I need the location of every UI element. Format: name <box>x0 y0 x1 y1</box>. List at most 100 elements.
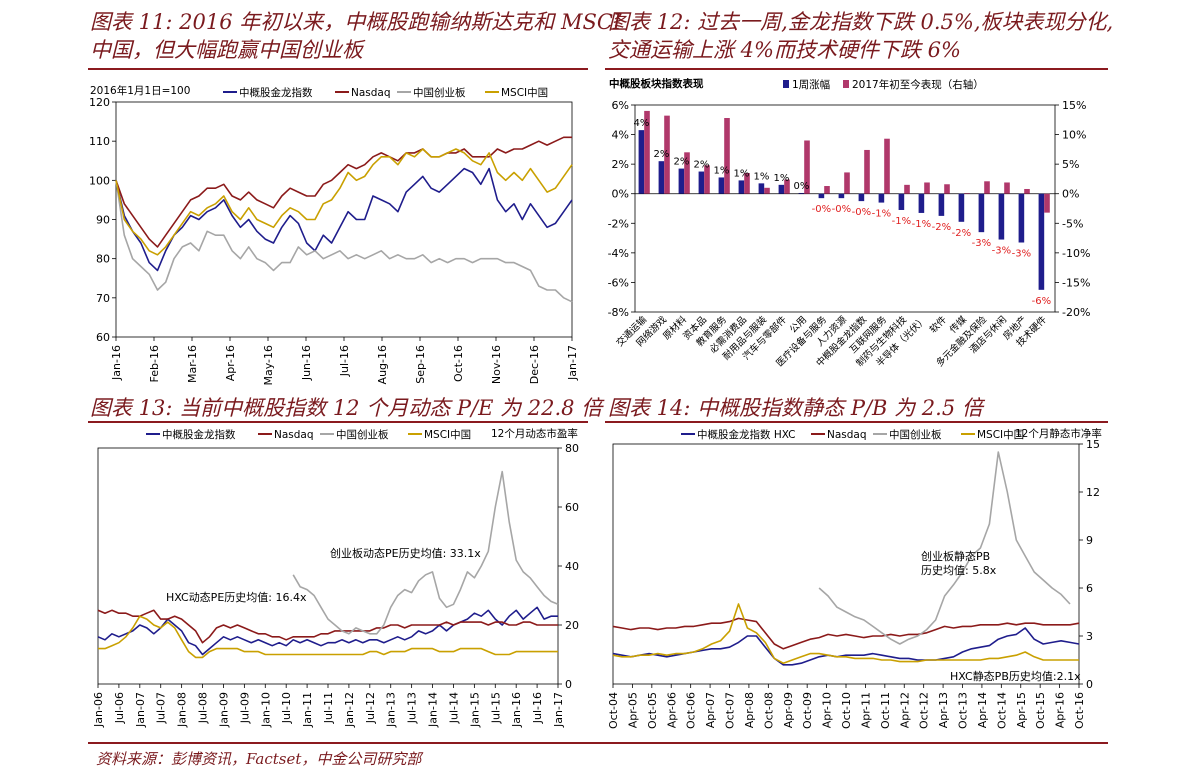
fig11-xtick-label: Feb-16 <box>148 345 161 382</box>
fig11-xtick-label: Dec-16 <box>528 345 541 384</box>
footer-rule <box>88 742 1108 744</box>
fig13-xtick-label: Jul-14 <box>447 692 460 724</box>
fig11-y-tick-label: 60 <box>96 331 110 344</box>
fig12-title-line2: 交通运输上涨 4%而技术硬件下跌 6% <box>608 38 961 62</box>
fig13-xtick-label: Jan-13 <box>385 692 398 728</box>
fig12-bar-week <box>738 180 745 194</box>
fig12-bar-ytd <box>924 182 930 194</box>
fig13-xtick-label: Jan-09 <box>217 692 230 728</box>
fig12-bar-week <box>998 193 1005 240</box>
fig12-bar-ytd <box>764 187 770 194</box>
fig12-subtitle: 中概股板块指数表现 <box>609 77 704 90</box>
fig13-annotation-chinext: 创业板动态PE历史均值: 33.1x <box>330 546 481 560</box>
fig12-bar-week <box>698 171 705 194</box>
fig12-y-tick-label: -2% <box>608 217 629 230</box>
fig14-title-rule <box>605 421 1108 423</box>
fig11-y-tick-label: 70 <box>96 292 110 305</box>
fig14-xtick-label: Apr-08 <box>743 692 756 728</box>
fig14-legend-chinext: 中国创业板 <box>889 428 942 441</box>
fig14-xtick-label: Oct-13 <box>957 692 970 729</box>
fig14-annotation-chinext-1: 创业板静态PB <box>921 549 990 563</box>
fig12-bar-week <box>878 193 885 203</box>
fig11-xtick-label: May-16 <box>262 345 275 386</box>
fig12-bar-ytd <box>1004 182 1010 194</box>
fig12-bar-week <box>838 193 845 199</box>
fig13-xtick-label: Jan-07 <box>134 692 147 728</box>
fig12-bar-week <box>958 193 965 222</box>
fig13-plot-frame <box>97 447 559 685</box>
fig12-y2-tick-label: 15% <box>1062 99 1086 112</box>
fig12-data-label: 0% <box>793 181 809 192</box>
fig14-series-msci <box>612 603 1079 664</box>
fig14-xtick-label: Apr-06 <box>665 692 678 728</box>
fig12-y-tick-label: 2% <box>612 158 629 171</box>
fig12-bar-week <box>978 193 985 233</box>
fig14-xtick-label: Apr-05 <box>626 692 639 728</box>
fig12-data-label: -0% <box>812 204 831 215</box>
fig14-xtick-label: Oct-11 <box>879 692 892 729</box>
fig12-y-tick-label: -6% <box>608 276 629 289</box>
fig13-series-hxc <box>97 606 558 656</box>
fig12-bar-week <box>638 130 645 194</box>
fig14-xtick-label: Apr-13 <box>937 692 950 728</box>
fig14-xtick-label: Apr-16 <box>1054 692 1067 728</box>
fig11-xtick-label: Aug-16 <box>376 345 389 384</box>
fig11-series-nasdaq <box>115 136 572 248</box>
fig13-series-chinext <box>292 470 559 635</box>
fig14-legend-msci: MSCI中国 <box>977 428 1024 441</box>
fig12-data-label: -1% <box>912 219 931 230</box>
fig11-legend-nasdaq: Nasdaq <box>351 87 391 99</box>
fig14-xtick-label: Oct-15 <box>1034 692 1047 729</box>
fig11-xtick-label: Oct-16 <box>452 345 465 382</box>
fig14-right-label: 12个月静态市净率 <box>1015 427 1102 440</box>
fig14-xtick-label: Apr-11 <box>859 692 872 728</box>
fig12-data-label: 2% <box>673 157 689 168</box>
fig14-xtick-label: Apr-07 <box>704 692 717 728</box>
fig12-y2-tick-label: 5% <box>1062 158 1079 171</box>
fig11-xtick-label: Sep-16 <box>414 345 427 384</box>
fig12-bar-week <box>818 193 825 199</box>
fig13-annotation-hxc: HXC动态PE历史均值: 16.4x <box>166 591 307 604</box>
fig12-data-label: -0% <box>852 207 871 218</box>
fig12-legend-ytd: 2017年初至今表现（右轴） <box>852 78 984 91</box>
fig13-xtick-label: Jan-15 <box>468 692 481 728</box>
fig11-y-tick-label: 100 <box>89 174 110 187</box>
fig12-data-label: -1% <box>872 209 891 220</box>
fig14-annotation-chinext-2: 历史均值: 5.8x <box>921 564 997 577</box>
fig13-xtick-label: Jan-14 <box>427 692 440 728</box>
fig14-legend-hxc: 中概股金龙指数 HXC <box>697 428 796 441</box>
fig14-xtick-label: Oct-09 <box>801 692 814 729</box>
fig12-bar-ytd <box>724 118 730 194</box>
fig12-bar-ytd <box>944 184 950 194</box>
source-footer: 资料来源：彭博资讯，Factset，中金公司研究部 <box>96 750 422 768</box>
fig12-y2-tick-label: 0% <box>1062 188 1079 201</box>
fig11-legend-chinext: 中国创业板 <box>413 86 466 99</box>
fig14-plot-frame <box>612 443 1080 685</box>
fig14-legend-nasdaq: Nasdaq <box>827 429 867 441</box>
fig12-bar-ytd <box>704 165 710 194</box>
fig14-xtick-label: Oct-05 <box>646 692 659 729</box>
fig11-y-tick-label: 80 <box>96 253 110 266</box>
fig13-y-tick-label: 80 <box>565 442 579 455</box>
fig12-bar-week <box>658 161 665 194</box>
fig12-bar-ytd <box>684 152 690 194</box>
fig12-plot-frame <box>634 104 1056 313</box>
fig12-bar-week <box>898 193 905 210</box>
fig12-data-label: -2% <box>932 222 951 233</box>
fig13-y-tick-label: 60 <box>565 501 579 514</box>
fig11-xtick-label: Jan-16 <box>110 345 123 381</box>
fig12-category-label: 软件 <box>927 313 949 335</box>
fig13-series-nasdaq <box>97 609 558 644</box>
fig12-y-tick-label: -4% <box>608 247 629 260</box>
fig12-data-label: 1% <box>733 168 749 179</box>
fig12-y2-tick-label: -20% <box>1062 306 1090 319</box>
fig11-legend-hxc: 中概股金龙指数 <box>239 86 313 99</box>
fig12-bar-week <box>918 193 925 213</box>
fig12-y-tick-label: 0% <box>612 188 629 201</box>
fig13-y-tick-label: 40 <box>565 560 579 573</box>
fig14-xtick-label: Oct-14 <box>995 692 1008 729</box>
fig12-title-line1: 图表 12: 过去一周,金龙指数下跌 0.5%,板块表现分化, <box>608 10 1114 34</box>
fig12-bar-week <box>858 193 865 202</box>
fig13-xtick-label: Jul-06 <box>113 692 126 724</box>
fig12-data-label: -1% <box>892 216 911 227</box>
